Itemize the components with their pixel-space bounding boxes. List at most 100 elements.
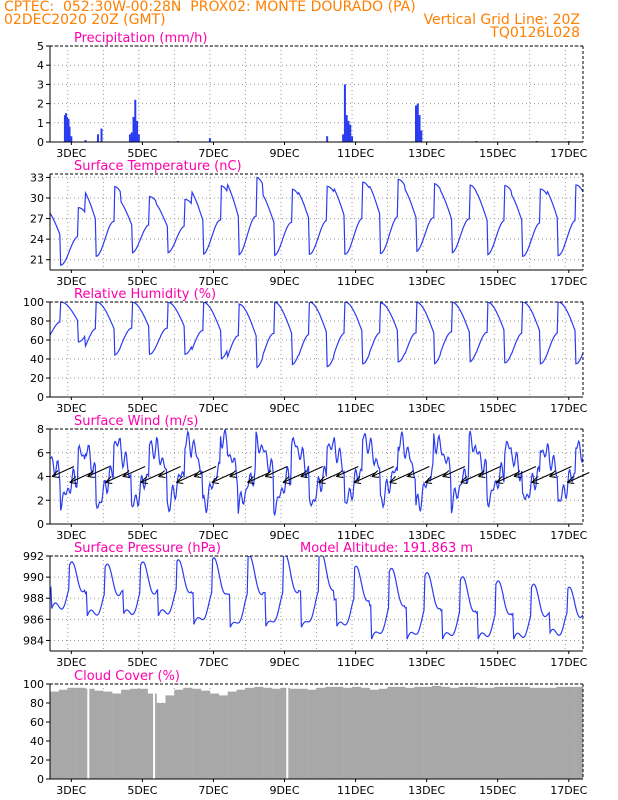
panel-1-ytick-label: 5 — [37, 40, 44, 53]
wind-arrow-head — [176, 476, 184, 484]
panel-5-xtick-label: 13DEC — [408, 656, 445, 669]
panel-1-xtick-label: 17DEC — [550, 147, 587, 160]
wind-arrow-head — [406, 470, 415, 478]
panel-2-xtick-label: 11DEC — [337, 275, 374, 288]
precip-bar — [137, 134, 140, 142]
wind-arrow-head — [282, 476, 291, 484]
panel-6-xtick-label: 9DEC — [269, 784, 299, 797]
panel-5-xtick-label: 3DEC — [56, 656, 86, 669]
cloud-bar — [574, 686, 584, 779]
precip-bar — [351, 136, 354, 142]
precip-bar — [67, 118, 70, 142]
panel-6-xtick-label: 13DEC — [408, 784, 445, 797]
wind-arrow — [211, 472, 235, 483]
wind-arrow — [229, 466, 252, 477]
precip-bar — [136, 120, 139, 142]
panel-1-xtick-label: 13DEC — [408, 147, 445, 160]
cloud-bar — [129, 688, 140, 779]
cloud-bar — [76, 687, 86, 779]
panel-2-title: Surface Temperature (nC) — [74, 159, 242, 174]
wind-arrow-head — [389, 476, 397, 484]
wind-arrow-head — [140, 476, 148, 484]
cloud-bar — [423, 686, 433, 779]
cloud-bar — [387, 686, 397, 779]
panel-3-ytick-label: 0 — [37, 391, 44, 404]
wind-arrow-head — [513, 470, 522, 478]
panel-1-ytick-label: 4 — [37, 59, 44, 72]
wind-arrow-head — [495, 476, 504, 484]
panel-2-xtick-label: 15DEC — [479, 275, 516, 288]
cloud-bar — [556, 686, 566, 779]
panel-4-ytick-label: 4 — [37, 471, 44, 484]
wind-arrow — [158, 466, 181, 477]
wind-arrow — [513, 466, 537, 477]
cloud-bar — [218, 695, 228, 779]
wind-arrow — [282, 472, 306, 483]
cloud-bar — [174, 689, 184, 779]
cloud-bar — [138, 688, 148, 779]
panel-4-xtick-label: 13DEC — [408, 529, 445, 542]
panel-4-ytick-label: 8 — [37, 423, 44, 436]
wind-arrow — [87, 466, 110, 477]
cloud-bar — [360, 687, 370, 779]
wind-arrow-head — [229, 470, 237, 478]
panel-5-xtick-label: 7DEC — [198, 656, 228, 669]
panel-1-ytick-label: 0 — [37, 136, 44, 149]
panel-6-xtick-label: 7DEC — [198, 784, 228, 797]
cloud-bar — [147, 693, 157, 779]
wind-arrow-head — [335, 470, 344, 478]
cloud-bar — [245, 687, 255, 779]
wind-arrow — [264, 466, 288, 477]
panel-3-xtick-label: 11DEC — [337, 402, 374, 415]
panel-2-ytick-label: 21 — [30, 254, 44, 267]
precip-bar — [342, 134, 345, 142]
panel-1-ytick-label: 3 — [37, 78, 44, 91]
panel-2-xtick-label: 7DEC — [198, 275, 228, 288]
wind-arrow-head — [531, 476, 539, 484]
panel-5-title: Surface Pressure (hPa) — [74, 541, 221, 556]
cloud-bar — [165, 695, 175, 779]
precip-bar — [100, 128, 103, 142]
cloud-bar — [209, 693, 219, 779]
cloud-bar — [183, 687, 193, 779]
panel-2-ytick-label: 27 — [30, 213, 44, 226]
wind-arrow — [371, 466, 395, 477]
cloud-bar — [440, 686, 450, 779]
cloud-bar — [414, 686, 424, 779]
header-run-id: TQ0126L028 — [490, 25, 580, 41]
cloud-gap — [153, 684, 156, 779]
cloud-bar — [316, 687, 326, 779]
panel-6-title: Cloud Cover (%) — [74, 669, 180, 684]
panel-6-ytick-label: 100 — [23, 678, 44, 691]
wind-arrow — [336, 466, 359, 477]
cloud-bar — [307, 689, 317, 779]
wind-arrow-head — [424, 476, 433, 484]
cloud-bar — [85, 688, 95, 779]
cloud-bar — [449, 687, 459, 779]
wind-arrow-head — [566, 476, 575, 484]
panel-5-ytick-label: 992 — [23, 550, 44, 563]
panel-4-title: Surface Wind (m/s) — [74, 414, 198, 429]
panel-6-xtick-label: 11DEC — [337, 784, 374, 797]
precip-bar — [63, 115, 66, 142]
panel-5-ytick-label: 988 — [23, 592, 44, 605]
wind-arrow — [478, 466, 501, 477]
panel-3-xtick-label: 9DEC — [269, 402, 299, 415]
precip-bar — [84, 140, 87, 142]
panel-3-ytick-label: 20 — [30, 372, 44, 385]
panel-2-series-line — [50, 176, 583, 266]
wind-arrow-head — [318, 476, 326, 484]
panel-3-xtick-label: 5DEC — [127, 402, 157, 415]
cloud-bar — [334, 686, 344, 779]
cloud-bar — [280, 687, 291, 779]
wind-arrow-head — [122, 470, 131, 478]
cloud-bar — [227, 691, 237, 779]
panel-2-xtick-label: 3DEC — [56, 275, 86, 288]
panel-1-xtick-label: 9DEC — [269, 147, 299, 160]
precip-bar — [343, 84, 346, 142]
cloud-bar — [520, 686, 530, 779]
panel-6-xtick-label: 3DEC — [56, 784, 86, 797]
panel-4-xtick-label: 3DEC — [56, 529, 86, 542]
wind-arrow — [176, 472, 199, 483]
cloud-bar — [503, 686, 513, 779]
